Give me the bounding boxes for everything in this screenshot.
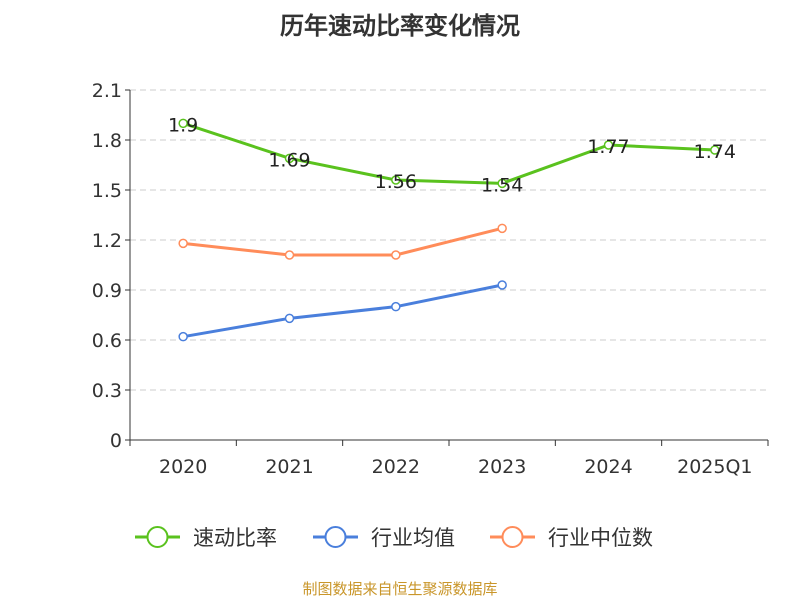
data-point	[284, 313, 295, 324]
legend-marker-icon	[501, 526, 524, 548]
series-line	[183, 226, 503, 257]
x-tick-label: 2022	[372, 456, 420, 478]
data-point	[178, 238, 188, 249]
data-label: 1.69	[268, 149, 310, 171]
y-tick-label: 1.5	[92, 180, 122, 202]
data-point	[391, 175, 401, 185]
chart-title: 历年速动比率变化情况	[280, 12, 520, 40]
legend-label: 行业均值	[371, 526, 455, 550]
data-label: 1.9	[168, 114, 198, 136]
series-line	[182, 283, 503, 339]
x-tick-label: 2021	[265, 456, 313, 478]
data-point	[391, 250, 401, 260]
y-tick-label: 0	[110, 430, 122, 452]
legend-label: 速动比率	[193, 526, 277, 550]
series-line	[182, 121, 715, 185]
y-tick-label: 0.3	[92, 380, 122, 402]
data-point	[603, 140, 614, 150]
x-tick-label: 2025Q1	[677, 456, 752, 478]
legend-item: 速动比率	[135, 526, 277, 550]
data-point	[497, 280, 507, 290]
data-label: 1.74	[694, 141, 736, 163]
y-tick-label: 0.9	[92, 280, 122, 302]
y-tick-label: 1.8	[92, 130, 122, 152]
data-point	[284, 250, 295, 260]
data-point	[710, 145, 720, 155]
data-point	[497, 223, 507, 234]
data-point	[178, 331, 188, 342]
legend-marker-icon	[324, 526, 347, 548]
legend-item: 行业中位数	[490, 526, 653, 550]
legend-label: 行业中位数	[548, 526, 653, 550]
data-point	[391, 301, 401, 312]
data-point	[497, 178, 507, 189]
y-tick-label: 1.2	[92, 230, 122, 252]
y-tick-label: 2.1	[92, 80, 122, 102]
x-tick-label: 2023	[478, 456, 526, 478]
legend-item: 行业均值	[313, 526, 455, 550]
y-tick-label: 0.6	[92, 330, 122, 352]
data-label: 1.77	[587, 136, 629, 158]
x-tick-label: 2020	[159, 456, 207, 478]
source-footer: 制图数据来自恒生聚源数据库	[302, 580, 498, 598]
data-point	[284, 153, 295, 164]
data-label: 1.56	[375, 171, 417, 193]
data-label: 1.54	[481, 174, 523, 196]
legend-marker-icon	[146, 526, 169, 548]
x-tick-label: 2024	[584, 456, 632, 478]
data-point	[178, 118, 188, 129]
